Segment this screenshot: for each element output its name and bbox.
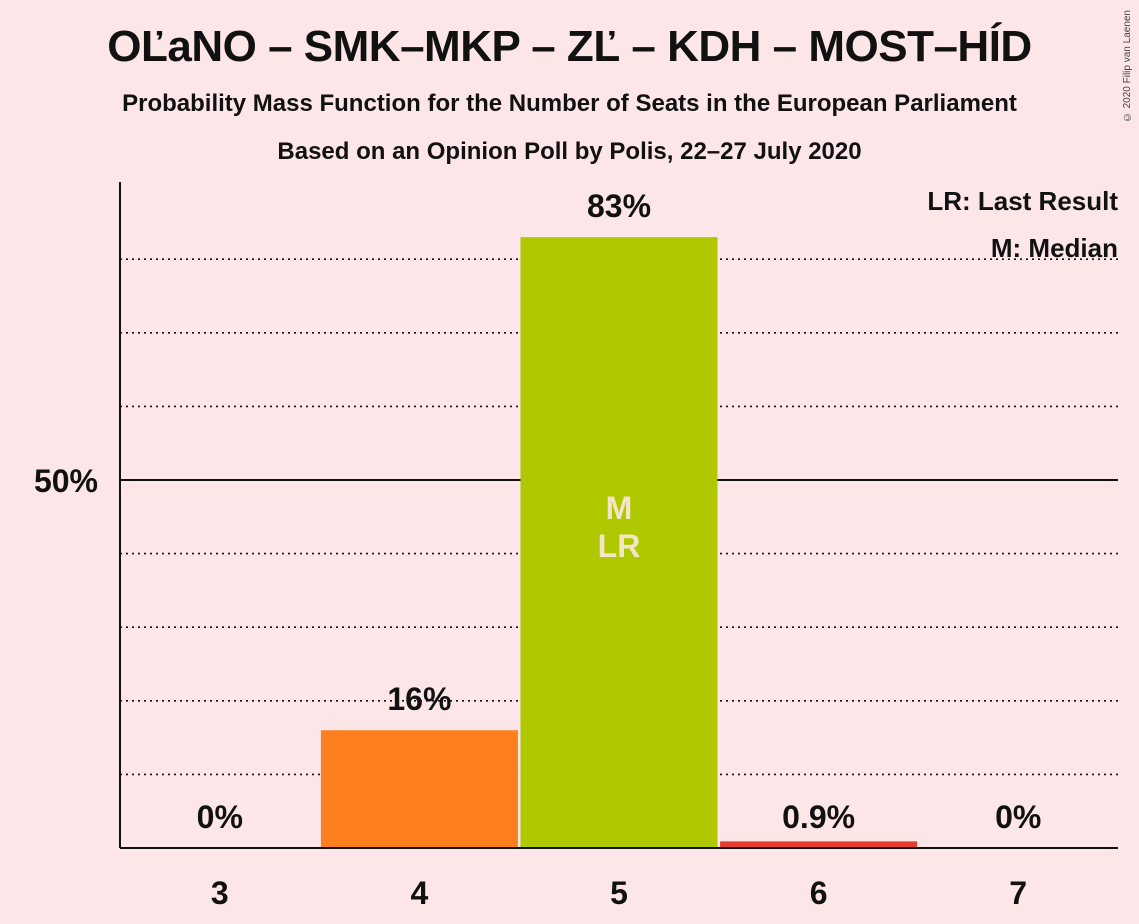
labels: 0% 3 16% 4 83% 5 0.9% 6 0% 7 MLR — [197, 188, 1042, 911]
legend-median: M: Median — [991, 233, 1118, 263]
bar-6 — [720, 841, 918, 848]
axes: 50% — [34, 182, 1118, 849]
y-tick-50: 50% — [34, 463, 98, 499]
bar-5 — [520, 237, 718, 848]
chart-subtitle: Probability Mass Function for the Number… — [122, 90, 1017, 117]
x-tick-4: 4 — [411, 875, 429, 911]
x-tick-3: 3 — [211, 875, 229, 911]
bar-4 — [320, 730, 518, 848]
x-tick-7: 7 — [1009, 875, 1027, 911]
bars — [320, 237, 918, 848]
bar-label-3: 0% — [197, 799, 243, 835]
last-result-marker: LR — [598, 528, 641, 564]
bar-label-6: 0.9% — [782, 799, 855, 835]
chart-title: OĽaNO – SMK–MKP – ZĽ – KDH – MOST–HÍD — [107, 22, 1032, 71]
legend-last-result: LR: Last Result — [927, 186, 1118, 216]
x-tick-6: 6 — [810, 875, 828, 911]
x-tick-5: 5 — [610, 875, 628, 911]
bar-label-5: 83% — [587, 188, 651, 224]
median-marker: M — [606, 490, 633, 526]
bar-label-4: 16% — [387, 681, 451, 717]
bar-label-7: 0% — [995, 799, 1041, 835]
chart-source: Based on an Opinion Poll by Polis, 22–27… — [277, 138, 862, 165]
